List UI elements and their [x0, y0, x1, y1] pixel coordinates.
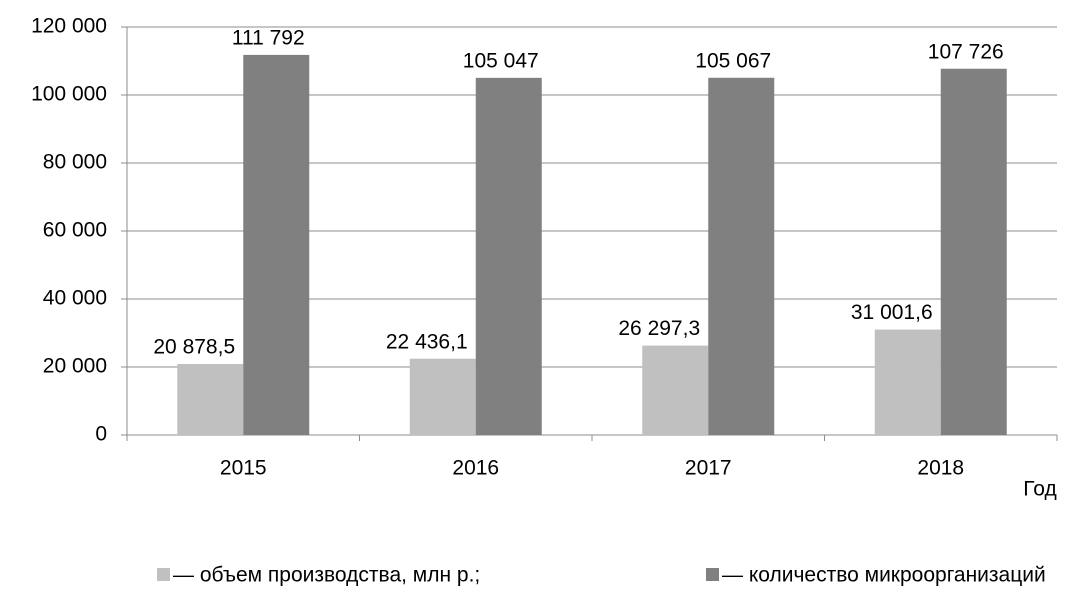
y-tick-label: 20 000 [43, 355, 107, 378]
y-tick-label: 100 000 [31, 83, 107, 106]
value-label: 105 067 [695, 49, 771, 72]
x-tick-label: 2018 [917, 457, 964, 480]
y-tick-label: 40 000 [43, 287, 107, 310]
x-tick-label: 2016 [452, 457, 499, 480]
bar [475, 77, 542, 435]
bar [409, 358, 476, 435]
value-label: 105 047 [463, 49, 539, 72]
y-tick-label: 60 000 [43, 219, 107, 242]
legend-label: — объем производства, млн р.; [173, 564, 480, 587]
y-tick-label: 0 [95, 423, 107, 446]
y-tick-label: 80 000 [43, 151, 107, 174]
value-label: 20 878,5 [153, 336, 235, 359]
legend-swatch [706, 568, 719, 581]
legend-swatch [157, 568, 170, 581]
bar [177, 364, 244, 435]
value-label: 107 726 [928, 40, 1004, 63]
y-tick-label: 120 000 [31, 15, 107, 38]
value-label: 31 001,6 [851, 301, 933, 324]
x-axis-label: Год [1023, 478, 1056, 501]
x-tick-label: 2017 [685, 457, 732, 480]
value-label: 111 792 [232, 26, 305, 49]
bar [940, 68, 1007, 435]
bar [708, 77, 775, 435]
legend-label: — количество микроорганизаций [722, 564, 1046, 587]
bar [642, 345, 709, 435]
bar [874, 329, 941, 435]
bar [243, 54, 310, 436]
value-label: 22 436,1 [386, 330, 468, 353]
x-tick-label: 2015 [220, 457, 267, 480]
value-label: 26 297,3 [618, 317, 700, 340]
